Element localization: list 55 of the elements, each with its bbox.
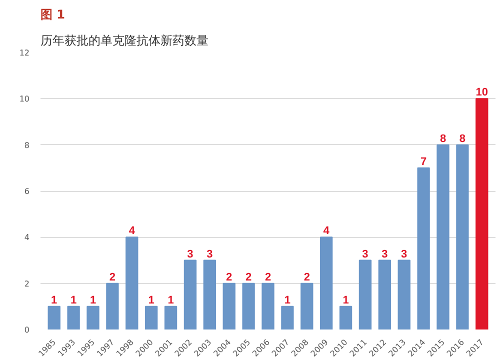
bar <box>320 236 333 330</box>
bar <box>126 236 138 330</box>
data-label: 4 <box>128 225 136 238</box>
bar <box>145 306 158 330</box>
data-label: 3 <box>187 248 194 260</box>
data-label: 10 <box>476 86 488 99</box>
y-tick-label: 12 <box>19 48 30 58</box>
bar <box>86 306 100 330</box>
bar <box>476 98 488 330</box>
bar <box>164 306 178 330</box>
y-tick-label: 2 <box>24 279 30 288</box>
y-tick-label: 8 <box>24 140 30 150</box>
data-label: 2 <box>245 271 252 284</box>
data-label: 1 <box>342 294 349 306</box>
data-label: 1 <box>90 294 96 306</box>
bar <box>339 306 352 330</box>
data-label: 1 <box>284 294 291 306</box>
bar <box>48 306 60 330</box>
data-label: 2 <box>226 271 232 284</box>
bar <box>378 260 391 330</box>
y-tick-label: 0 <box>24 326 30 334</box>
bar <box>398 260 410 330</box>
data-label: 3 <box>206 248 213 260</box>
data-label: 1 <box>148 294 154 306</box>
data-label: 1 <box>70 294 77 306</box>
bar <box>456 144 469 330</box>
data-label: 8 <box>440 132 446 145</box>
data-label: 3 <box>382 248 388 260</box>
bar <box>184 260 197 330</box>
bar <box>262 282 274 330</box>
data-label: 3 <box>362 248 368 260</box>
bar <box>300 282 314 330</box>
data-label: 7 <box>420 156 427 168</box>
bar <box>242 282 255 330</box>
data-label: 4 <box>323 225 330 238</box>
bar <box>106 282 119 330</box>
data-label: 2 <box>304 271 310 284</box>
bar <box>436 144 450 330</box>
data-label: 2 <box>109 271 116 284</box>
data-label: 1 <box>51 294 58 306</box>
data-label: 2 <box>264 271 272 284</box>
bar <box>358 260 372 330</box>
bar <box>222 282 236 330</box>
bar <box>281 306 294 330</box>
chart-title: 历年获批的单克隆抗体新药数量 <box>40 34 208 48</box>
bar <box>417 167 430 330</box>
bar <box>203 260 216 330</box>
caption: 图 1 <box>40 8 66 22</box>
data-label: 1 <box>168 294 174 306</box>
data-label: 3 <box>401 248 408 260</box>
y-tick-label: 10 <box>19 94 30 104</box>
data-label: 8 <box>459 132 466 145</box>
bar <box>67 306 80 330</box>
y-tick-label: 6 <box>24 187 30 196</box>
y-tick-label: 4 <box>24 233 30 242</box>
